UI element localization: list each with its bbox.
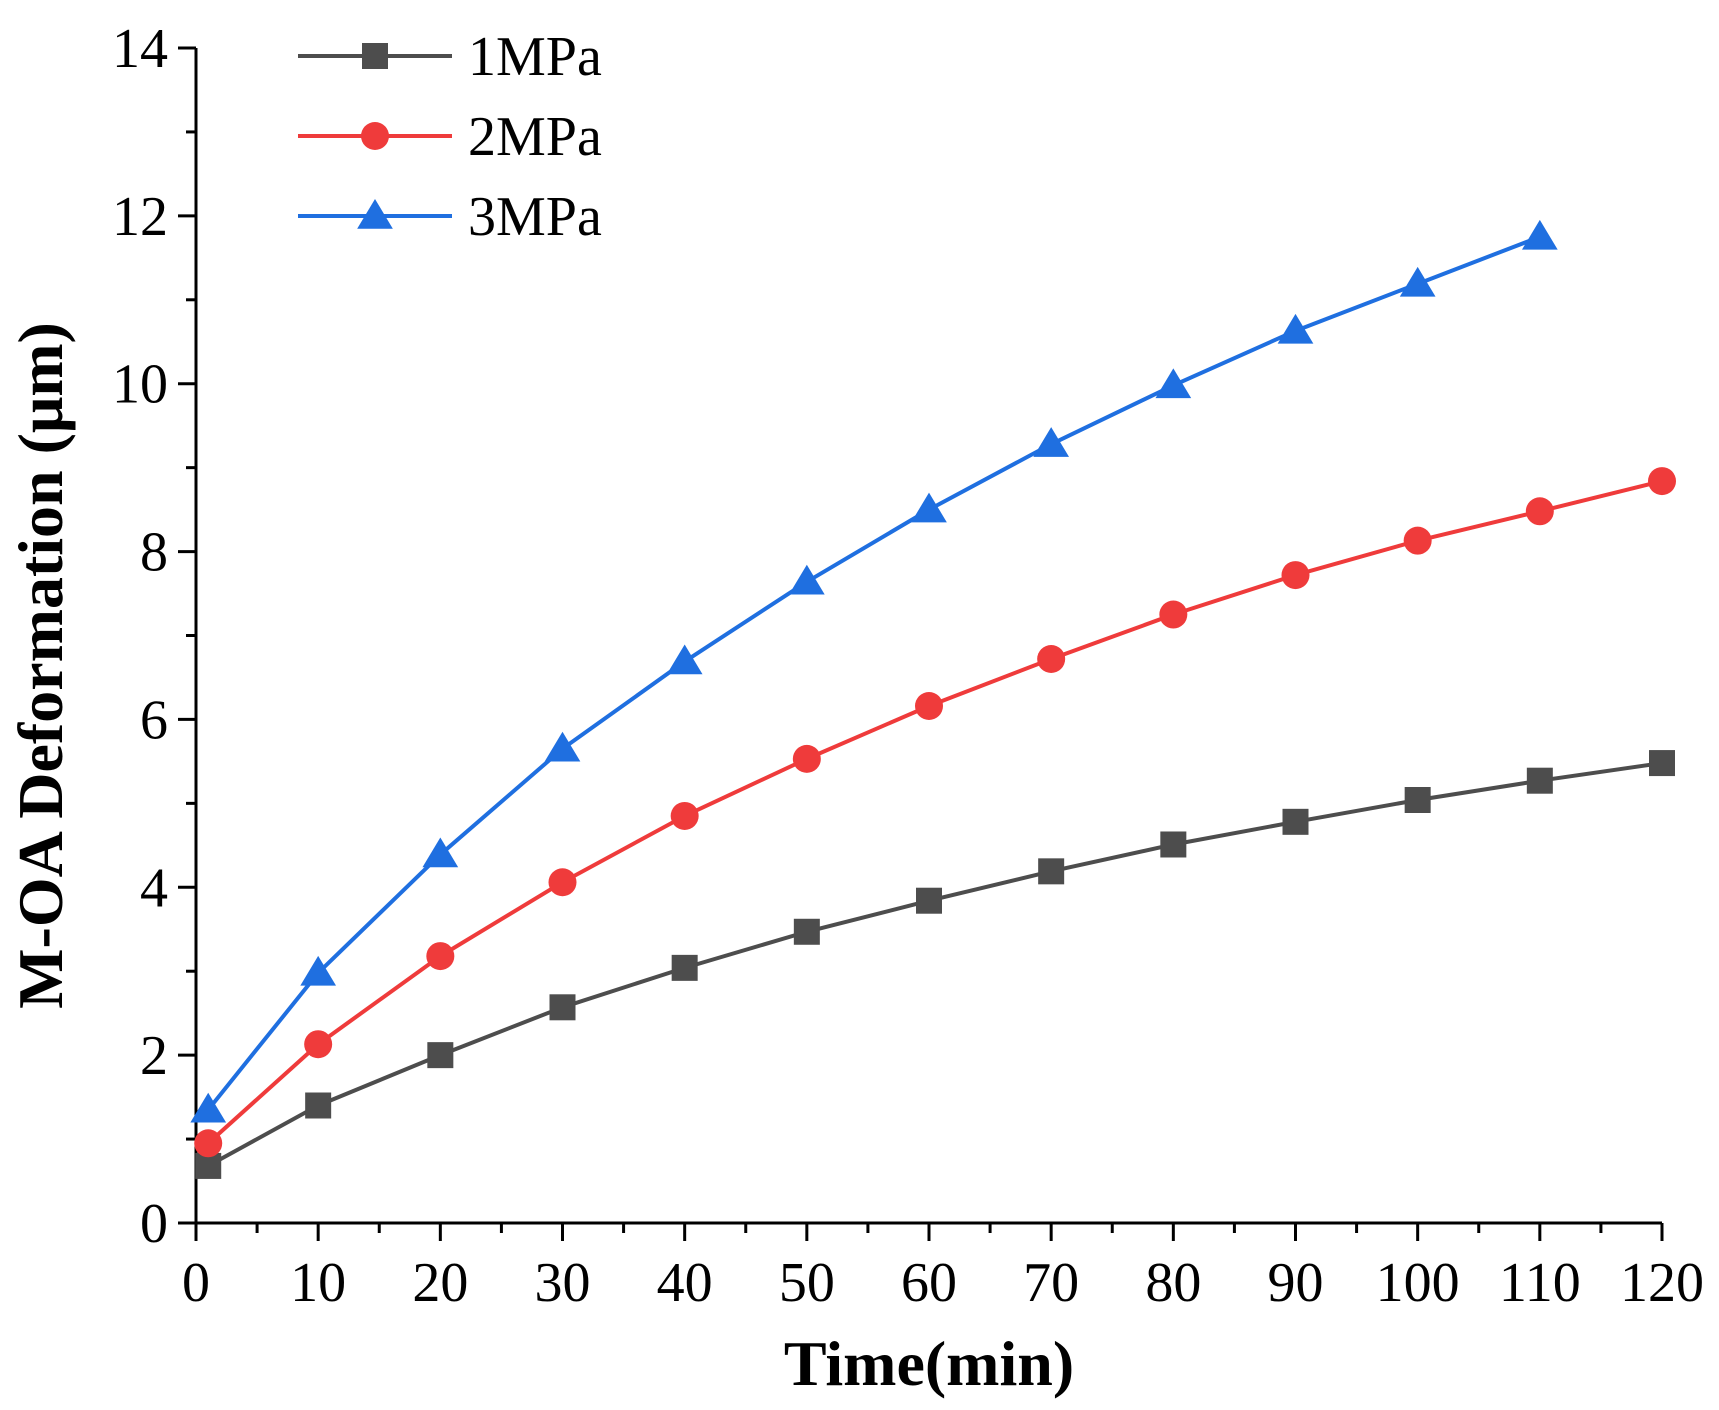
y-tick-label: 0 — [140, 1193, 168, 1255]
x-tick-label: 40 — [657, 1252, 713, 1314]
x-tick-label: 10 — [290, 1252, 346, 1314]
data-point — [1649, 750, 1675, 777]
x-tick-label: 90 — [1268, 1252, 1324, 1314]
x-tick-label: 110 — [1499, 1252, 1581, 1314]
x-tick-label: 20 — [412, 1252, 468, 1314]
x-tick-label: 70 — [1023, 1252, 1079, 1314]
legend-label: 2MPa — [468, 106, 602, 168]
data-point — [1404, 787, 1431, 813]
y-tick-label: 4 — [140, 857, 168, 919]
series-2MPa — [194, 467, 1676, 1158]
x-tick-label: 50 — [779, 1252, 835, 1314]
data-point — [915, 692, 943, 720]
data-point — [1525, 497, 1554, 526]
data-point — [544, 731, 581, 762]
legend-label: 1MPa — [468, 26, 602, 88]
y-axis-title: M-OA Deformation (μm) — [5, 322, 76, 1009]
data-point — [666, 644, 703, 675]
data-point — [427, 1042, 454, 1069]
x-tick-label: 120 — [1620, 1252, 1704, 1314]
data-point — [911, 492, 947, 523]
data-point — [548, 868, 577, 897]
data-point — [793, 918, 820, 945]
x-tick-label: 80 — [1145, 1252, 1201, 1314]
y-tick-label: 6 — [140, 689, 168, 751]
data-point — [916, 887, 942, 914]
data-point — [194, 1129, 223, 1158]
data-point — [670, 801, 699, 830]
x-tick-label: 30 — [535, 1252, 591, 1314]
data-point — [1399, 266, 1436, 297]
data-point — [1526, 767, 1553, 794]
data-point — [1282, 808, 1309, 835]
legend-marker — [357, 199, 393, 229]
series-line — [206, 234, 1541, 1111]
legend-marker — [361, 122, 389, 150]
y-tick-label: 12 — [112, 186, 168, 248]
legend-label: 3MPa — [468, 186, 602, 248]
legend-item: 2MPa — [298, 106, 602, 168]
data-point — [1037, 645, 1066, 673]
data-point — [1403, 526, 1432, 555]
y-tick-label: 14 — [112, 18, 168, 80]
y-tick-label: 8 — [140, 522, 168, 584]
data-point — [1160, 831, 1187, 858]
series-1MPa — [195, 750, 1675, 1179]
series-3MPa — [190, 219, 1558, 1123]
x-axis-title: Time(min) — [784, 1328, 1074, 1399]
data-point — [788, 564, 825, 595]
data-point — [549, 994, 576, 1021]
legend: 1MPa 2MPa 3MPa — [298, 26, 602, 248]
data-point — [671, 954, 698, 981]
legend-item: 1MPa — [298, 26, 602, 88]
data-point — [190, 1092, 227, 1123]
plot-area — [190, 219, 1676, 1179]
legend-item: 3MPa — [298, 186, 602, 248]
data-point — [1281, 561, 1310, 590]
x-tick-label: 60 — [901, 1252, 957, 1314]
data-point — [426, 942, 455, 971]
legend-marker — [362, 43, 388, 69]
data-point — [1277, 313, 1314, 344]
data-point — [305, 1092, 332, 1119]
data-point — [1159, 600, 1188, 629]
data-point — [1155, 368, 1192, 399]
data-point — [422, 837, 459, 868]
x-tick-label: 0 — [182, 1252, 210, 1314]
data-point — [1033, 427, 1070, 457]
x-tick-label: 100 — [1376, 1252, 1460, 1314]
y-tick-label: 10 — [112, 354, 168, 416]
data-point — [1521, 219, 1558, 250]
data-point — [792, 744, 821, 773]
axes: 0 2 4 6 8 10 12 14 0 10 20 30 40 50 60 70 80 90 100 110 120 — [112, 18, 1704, 1314]
data-point — [300, 955, 337, 986]
data-point — [1648, 467, 1676, 496]
y-tick-label: 2 — [140, 1025, 168, 1087]
data-point — [304, 1030, 333, 1059]
data-point — [1038, 858, 1065, 885]
